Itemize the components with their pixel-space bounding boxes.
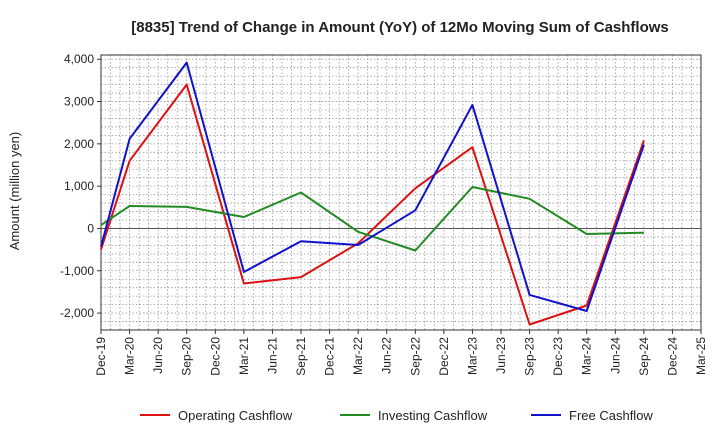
x-tick-label: Mar-24 bbox=[580, 337, 594, 375]
legend: Operating Cashflow Investing Cashflow Free… bbox=[140, 408, 653, 423]
x-tick-label: Mar-23 bbox=[465, 337, 479, 375]
legend-label-investing-cashflow: Investing Cashflow bbox=[378, 408, 488, 423]
x-tick-label: Mar-22 bbox=[351, 337, 365, 375]
y-tick-label: 4,000 bbox=[64, 52, 94, 66]
x-tick-label: Jun-23 bbox=[494, 337, 508, 374]
series-line-operating-cashflow bbox=[100, 83, 645, 326]
x-tick-label: Jun-22 bbox=[380, 337, 394, 374]
series-line-investing-cashflow bbox=[100, 186, 644, 252]
y-axis-label: Amount (million yen) bbox=[7, 132, 22, 251]
x-tick-label: Mar-20 bbox=[123, 337, 137, 375]
y-tick-label: 3,000 bbox=[64, 95, 94, 109]
legend-label-free-cashflow: Free Cashflow bbox=[569, 408, 653, 423]
y-tick-label: 0 bbox=[87, 221, 94, 235]
series-line-free-cashflow bbox=[100, 61, 645, 312]
y-tick-label: -2,000 bbox=[60, 306, 94, 320]
x-tick-label: Jun-21 bbox=[265, 337, 279, 374]
x-tick-label: Jun-20 bbox=[151, 337, 165, 374]
x-tick-label: Sep-20 bbox=[180, 337, 194, 376]
y-tick-label: 1,000 bbox=[64, 179, 94, 193]
legend-label-operating-cashflow: Operating Cashflow bbox=[178, 408, 293, 423]
x-tick-label: Dec-19 bbox=[94, 337, 108, 376]
x-tick-label: Dec-22 bbox=[437, 337, 451, 376]
x-tick-label: Sep-22 bbox=[408, 337, 422, 376]
x-tick-label: Dec-23 bbox=[551, 337, 565, 376]
plot-area bbox=[100, 54, 702, 331]
x-tick-label: Mar-21 bbox=[237, 337, 251, 375]
series-layer bbox=[100, 61, 645, 326]
x-tick-label: Sep-23 bbox=[523, 337, 537, 376]
x-tick-label: Jun-24 bbox=[608, 337, 622, 374]
y-axis-ticks: -2,000 -1,000 0 1,000 2,000 3,000 4,000 bbox=[60, 52, 101, 320]
x-tick-label: Dec-21 bbox=[323, 337, 337, 376]
x-tick-label: Dec-24 bbox=[665, 337, 679, 376]
chart-title: [8835] Trend of Change in Amount (YoY) o… bbox=[131, 19, 669, 36]
x-tick-label: Mar-25 bbox=[694, 337, 708, 375]
x-tick-label: Sep-24 bbox=[637, 337, 651, 376]
y-tick-label: 2,000 bbox=[64, 137, 94, 151]
x-axis-ticks: Dec-19 Mar-20 Jun-20 Sep-20 Dec-20 Mar-21 Jun-… bbox=[94, 330, 708, 376]
x-tick-label: Sep-21 bbox=[294, 337, 308, 376]
y-tick-label: -1,000 bbox=[60, 264, 94, 278]
x-tick-label: Dec-20 bbox=[208, 337, 222, 376]
